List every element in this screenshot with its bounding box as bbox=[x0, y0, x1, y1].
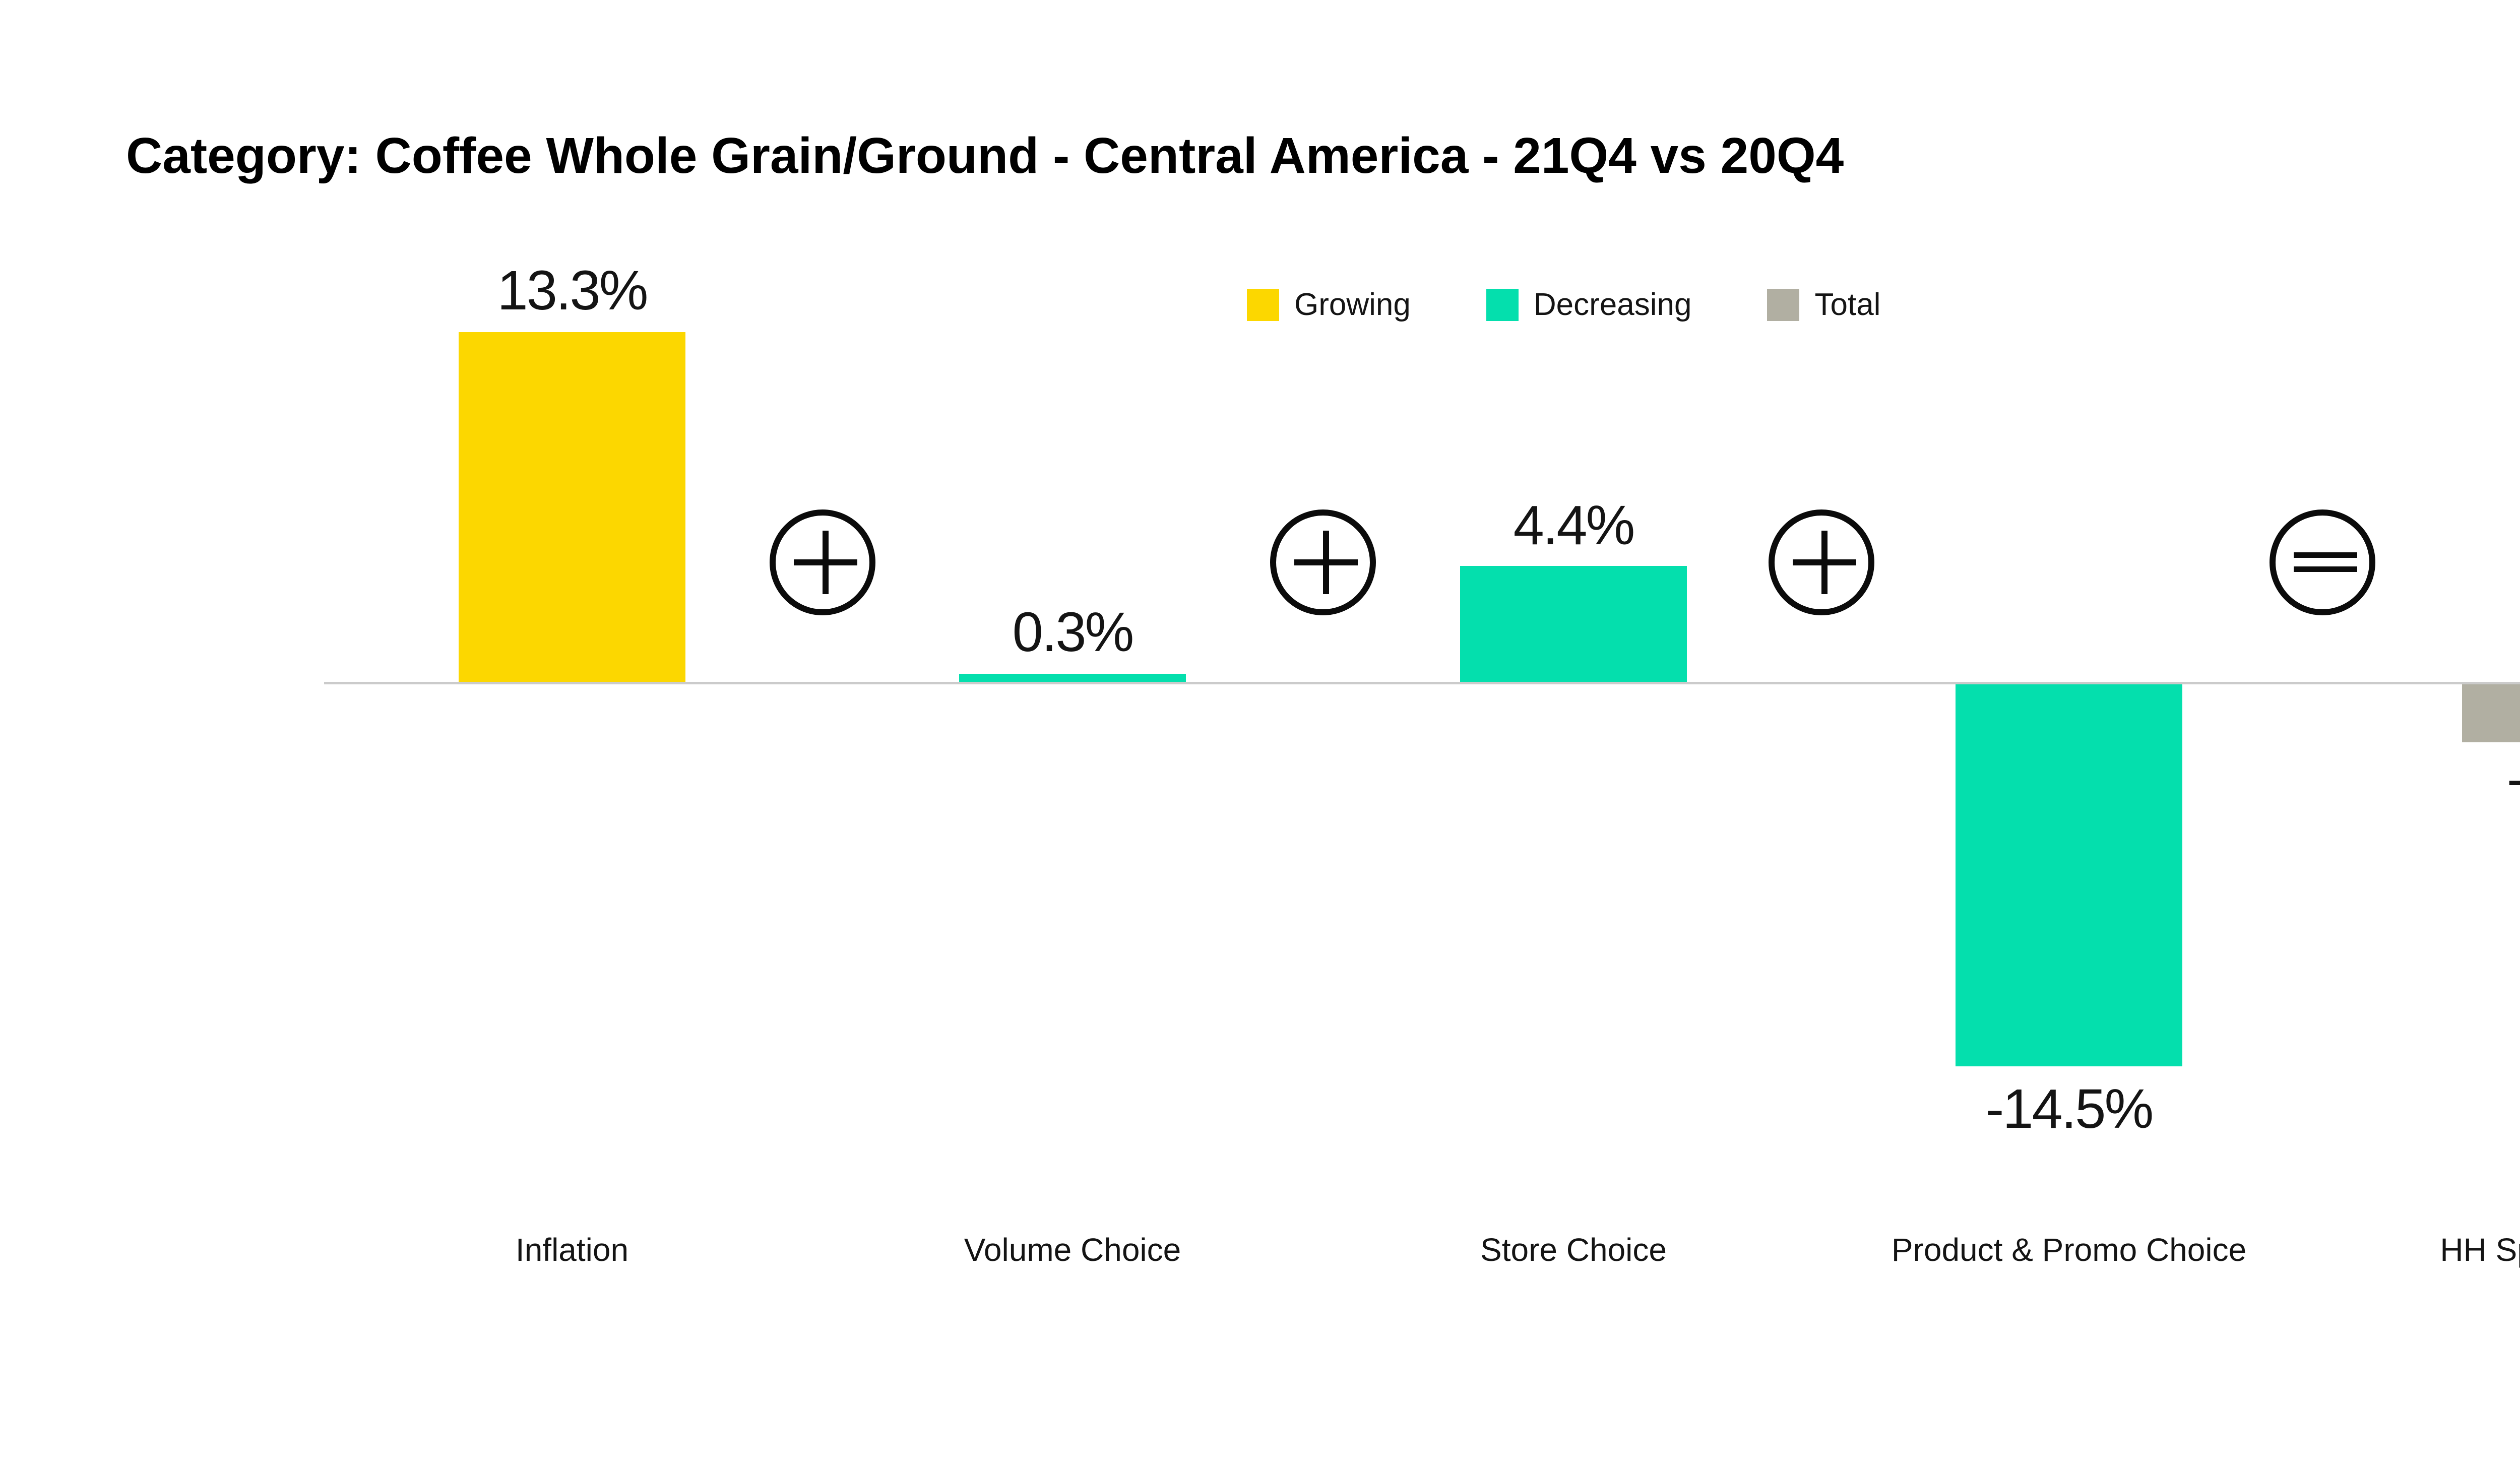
legend-label-total: Total bbox=[1814, 287, 1881, 322]
legend-swatch-total bbox=[1767, 288, 1800, 321]
value-label-store-choice: 4.4% bbox=[1513, 494, 1635, 556]
chart-legend: Growing Decreasing Total bbox=[1247, 287, 1880, 323]
plus-icon-1 bbox=[770, 509, 875, 615]
bar-inflation bbox=[459, 332, 685, 682]
legend-item-decreasing: Decreasing bbox=[1486, 287, 1692, 323]
page-title: Category: Coffee Whole Grain/Ground - Ce… bbox=[126, 127, 1844, 184]
plus-icon-2 bbox=[1270, 509, 1376, 615]
value-label-volume-choice: 0.3% bbox=[1012, 601, 1135, 663]
legend-label-decreasing: Decreasing bbox=[1533, 287, 1692, 322]
legend-swatch-growing bbox=[1247, 288, 1279, 321]
value-label-inflation: 13.3% bbox=[497, 260, 649, 322]
bar-hh-spend-change bbox=[2462, 684, 2520, 742]
legend-label-growing: Growing bbox=[1294, 287, 1411, 322]
plus-vertical-stroke bbox=[823, 531, 829, 594]
axis-baseline bbox=[324, 682, 2520, 684]
legend-item-total: Total bbox=[1767, 287, 1880, 323]
value-label-hh-spend-change: -2.2% bbox=[2399, 751, 2520, 807]
category-label-volume-choice: Volume Choice bbox=[964, 1232, 1181, 1268]
equals-icon bbox=[2270, 509, 2375, 615]
bar-volume-choice bbox=[959, 674, 1186, 682]
category-label-hh-spend-change: HH Spend Change bbox=[2440, 1232, 2520, 1268]
plus-icon-3 bbox=[1769, 509, 1874, 615]
category-label-inflation: Inflation bbox=[515, 1232, 629, 1268]
legend-swatch-decreasing bbox=[1486, 288, 1519, 321]
equals-bottom-stroke bbox=[2294, 566, 2357, 572]
equals-top-stroke bbox=[2294, 552, 2357, 558]
category-label-store-choice: Store Choice bbox=[1480, 1232, 1667, 1268]
value-label-product-promo-choice: -14.5% bbox=[1985, 1078, 2154, 1140]
bar-store-choice bbox=[1460, 566, 1687, 682]
plus-vertical-stroke bbox=[1821, 531, 1828, 594]
legend-item-growing: Growing bbox=[1247, 287, 1411, 323]
category-label-product-promo-choice: Product & Promo Choice bbox=[1891, 1232, 2247, 1268]
bar-product-promo-choice bbox=[1956, 684, 2182, 1066]
plus-vertical-stroke bbox=[1323, 531, 1329, 594]
